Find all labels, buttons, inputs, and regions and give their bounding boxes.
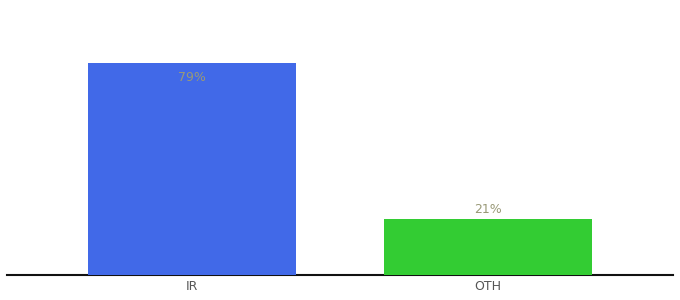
Bar [88, 63, 296, 275]
Text: 79%: 79% [178, 71, 206, 84]
Bar [384, 219, 592, 275]
Text: 21%: 21% [474, 203, 502, 216]
